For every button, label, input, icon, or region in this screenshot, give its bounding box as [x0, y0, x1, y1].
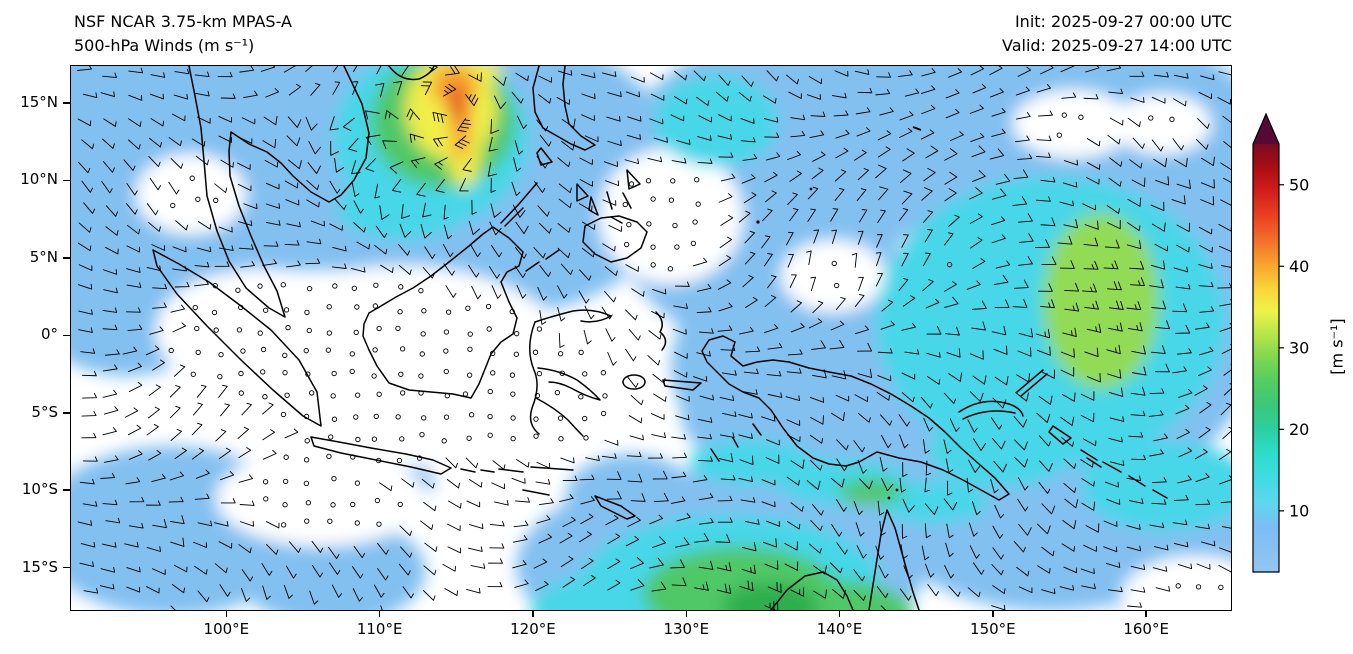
- y-tick-label: 15°S: [21, 557, 58, 576]
- y-tick-mark: [63, 489, 70, 491]
- variable-title: 500-hPa Winds (m s⁻¹): [74, 36, 255, 55]
- x-tick-mark: [378, 611, 381, 617]
- x-tick-mark: [1145, 611, 1147, 617]
- y-tick-label: 10°N: [20, 170, 58, 189]
- y-tick-mark: [63, 257, 70, 259]
- x-tick-label: 100°E: [203, 620, 250, 638]
- x-tick-label: 160°E: [1123, 620, 1169, 638]
- model-title: NSF NCAR 3.75-km MPAS-A: [74, 12, 292, 31]
- colorbar-tick-label: 20: [1289, 420, 1309, 439]
- x-tick-mark: [225, 611, 228, 617]
- y-tick-label: 10°S: [21, 480, 58, 499]
- x-tick-label: 140°E: [816, 620, 863, 638]
- colorbar-tick-label: 10: [1289, 501, 1309, 520]
- y-tick-mark: [63, 566, 70, 569]
- valid-time: Valid: 2025-09-27 14:00 UTC: [1001, 36, 1232, 55]
- y-tick-mark: [63, 334, 70, 337]
- y-tick-label: 5°N: [29, 247, 58, 266]
- init-time: Init: 2025-09-27 00:00 UTC: [1014, 12, 1232, 31]
- colorbar-tick-label: 50: [1289, 175, 1309, 194]
- x-tick-label: 120°E: [510, 620, 556, 638]
- y-tick-label: 15°N: [20, 92, 58, 111]
- y-tick-mark: [63, 412, 70, 414]
- time-block: Init: 2025-09-27 00:00 UTC Valid: 2025-0…: [1002, 10, 1232, 58]
- x-tick-mark: [685, 611, 688, 617]
- x-tick-label: 130°E: [663, 620, 710, 638]
- colorbar-label: [m s⁻¹]: [1327, 318, 1347, 375]
- colorbar-tick-label: 30: [1289, 338, 1309, 357]
- map-plot-area: [70, 65, 1232, 611]
- wind-barbs-layer: [71, 66, 1231, 610]
- y-tick-label: 0°: [40, 325, 58, 344]
- x-tick-label: 150°E: [970, 620, 1016, 638]
- colorbar: 10 20 30 40 50: [1252, 112, 1309, 573]
- y-tick-mark: [63, 102, 70, 104]
- x-tick-mark: [532, 611, 534, 617]
- colorbar-tick-label: 40: [1289, 257, 1309, 276]
- title-block: NSF NCAR 3.75-km MPAS-A 500-hPa Winds (m…: [74, 10, 292, 58]
- y-tick-label: 5°S: [31, 402, 58, 421]
- x-tick-mark: [992, 611, 994, 617]
- y-tick-mark: [63, 179, 70, 182]
- x-tick-label: 110°E: [356, 620, 403, 638]
- x-tick-mark: [838, 611, 841, 617]
